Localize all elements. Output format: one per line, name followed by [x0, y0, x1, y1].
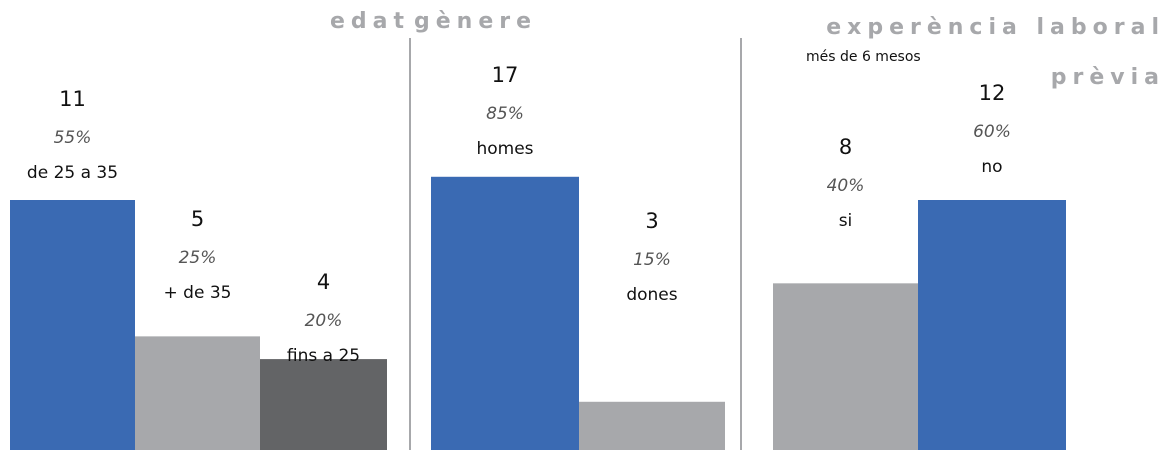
percent-label: 15% [633, 250, 671, 270]
value-label: 8 [839, 135, 852, 159]
category-label: homes [476, 139, 533, 159]
bar [579, 401, 725, 450]
value-label: 17 [492, 63, 519, 87]
value-label: 3 [645, 209, 658, 233]
percent-label: 40% [827, 176, 865, 196]
bar [10, 200, 135, 450]
bar [431, 176, 579, 451]
value-label: 5 [191, 207, 204, 231]
percent-label: 25% [179, 248, 217, 268]
category-label: + de 35 [164, 283, 232, 303]
bar [260, 359, 387, 450]
percent-label: 20% [305, 311, 343, 331]
percent-label: 85% [486, 104, 524, 124]
panel-title: experència laboral [826, 15, 1165, 40]
bar [773, 283, 918, 450]
bar [135, 336, 260, 450]
category-label: de 25 a 35 [27, 163, 118, 183]
panel-title: prèvia [1051, 65, 1165, 90]
value-label: 4 [317, 270, 330, 294]
value-label: 12 [979, 81, 1006, 105]
percent-label: 55% [54, 128, 92, 148]
bar [918, 200, 1066, 450]
panel-title: edat [330, 9, 410, 34]
category-label: si [839, 211, 853, 231]
panel-subtitle: més de 6 mesos [806, 49, 921, 65]
panel-title: gènere [414, 9, 537, 34]
percent-label: 60% [973, 122, 1011, 142]
category-label: no [981, 157, 1002, 177]
category-label: fins a 25 [287, 346, 360, 366]
value-label: 11 [59, 87, 86, 111]
category-label: dones [626, 285, 677, 305]
